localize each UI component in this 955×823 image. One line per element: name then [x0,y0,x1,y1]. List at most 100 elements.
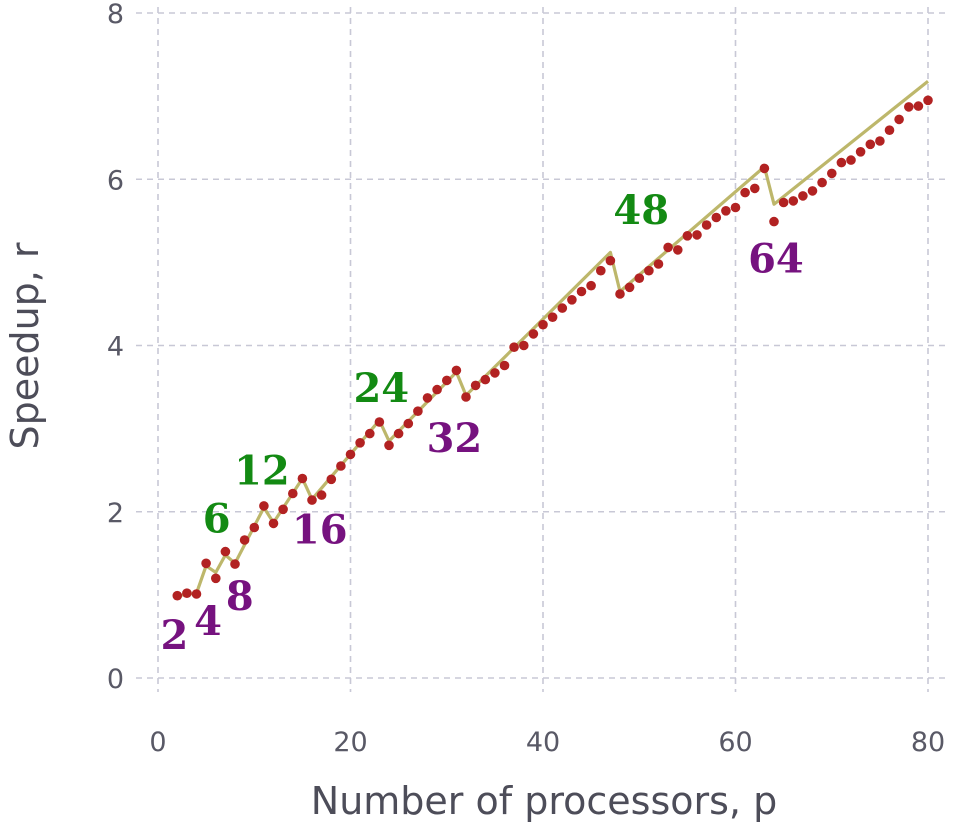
y-tick-label: 8 [107,0,124,30]
data-point [721,206,731,216]
data-point [682,231,693,241]
x-tick-label: 60 [718,727,752,758]
data-point [384,440,394,451]
data-point [519,340,529,351]
data-point [191,589,202,599]
data-point [673,245,683,255]
processor-count-label: 8 [226,573,254,620]
processor-count-label: 6 [203,496,231,543]
data-point [336,461,346,471]
x-tick-label: 40 [526,727,560,758]
x-tick-label: 80 [911,727,945,758]
data-point [913,101,924,111]
data-point [182,588,192,598]
processor-count-label: 48 [613,187,669,234]
data-point [836,157,847,168]
data-point [769,216,779,227]
y-tick-label: 0 [107,664,124,695]
data-point [740,187,750,198]
data-point [451,365,462,376]
x-axis-label: Number of processors, p [311,779,777,823]
data-points [172,95,933,601]
data-point [884,125,895,135]
data-point [904,102,914,112]
data-point [172,590,183,601]
data-point [201,558,211,569]
data-point [461,392,471,402]
processor-count-label: 64 [748,235,804,282]
data-point [701,220,712,230]
data-point [316,490,327,500]
data-point [778,197,789,208]
data-point [355,438,365,448]
data-point [759,163,770,174]
data-point [817,177,827,188]
data-point [499,360,510,371]
data-point [827,168,837,179]
data-point [307,495,317,505]
data-point [470,380,481,391]
data-point [653,259,664,269]
data-point [345,449,356,460]
data-point [567,295,577,305]
data-point [807,186,818,196]
data-point [634,273,645,284]
data-point [422,393,433,403]
data-point [923,95,933,106]
y-tick-label: 4 [107,332,124,363]
y-tick-label: 6 [107,165,124,196]
grid [136,7,946,692]
speedup-line [177,79,929,598]
data-point [692,230,702,240]
data-point [288,488,298,499]
data-point [615,289,625,299]
data-point [528,329,539,339]
data-point [711,212,722,223]
data-point [259,501,269,511]
data-point [365,428,375,439]
processor-count-label: 32 [427,415,483,462]
x-tick-label: 0 [149,727,166,758]
data-point [644,265,654,276]
y-axis-label: Speedup, r [3,242,47,449]
data-point [547,312,558,323]
data-point [624,282,635,293]
data-point [393,428,404,439]
processor-count-label: 4 [194,598,222,645]
data-point [326,474,337,485]
data-point [432,384,442,395]
processor-count-label: 12 [234,447,290,494]
data-point [374,417,385,427]
x-tick-label: 20 [333,727,367,758]
data-point [480,374,491,385]
data-point [220,546,231,557]
data-point [297,473,308,484]
data-point [442,375,452,386]
data-point [846,155,856,165]
data-point [249,522,260,533]
data-point [239,535,250,545]
data-point [894,114,904,125]
data-point [403,418,414,429]
data-point [211,573,221,584]
data-point [490,368,500,378]
data-point [509,342,519,353]
data-point [557,303,568,313]
data-point [730,202,741,213]
data-point [855,147,866,157]
processor-count-label: 2 [160,612,188,659]
data-point [586,280,596,291]
data-point [230,559,240,569]
processor-count-label: 24 [353,365,409,412]
data-point [663,242,673,253]
data-point [538,319,548,330]
data-point [788,196,799,206]
data-point [576,286,587,297]
data-point [605,255,616,266]
y-tick-label: 2 [107,498,124,529]
data-point [268,518,279,529]
data-point [278,504,288,515]
